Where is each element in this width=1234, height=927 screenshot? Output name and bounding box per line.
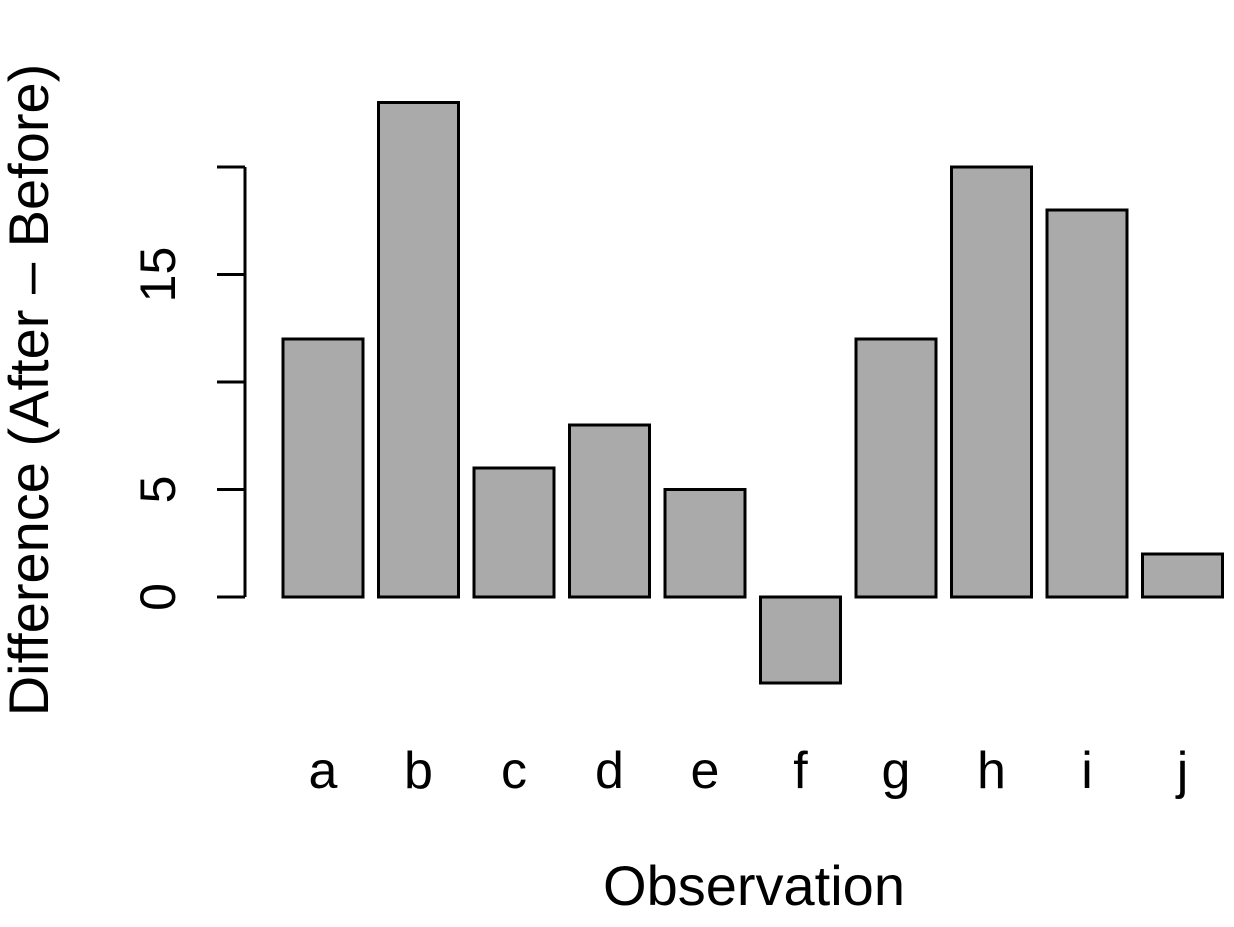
x-tick-label-e: e [691,742,720,800]
x-tick-label-b: b [404,742,433,800]
bar-i [1045,208,1129,599]
y-axis-title: Difference (After – Before) [0,64,60,717]
y-tick-label-0: 0 [130,583,186,611]
bar-a [281,337,365,599]
x-tick-label-j: j [1175,742,1189,800]
x-tick-label-a: a [309,742,338,800]
y-axis: 0 5 15 [130,165,247,611]
bars-layer [281,101,1224,685]
bar-f [759,595,842,685]
bar-b [377,101,460,599]
x-tick-label-g: g [882,742,911,800]
x-tick-label-d: d [595,742,624,800]
bar-j [1141,552,1224,599]
bar-e [663,488,747,599]
y-tick-label-5: 5 [130,476,186,504]
x-axis-labels: a b c d e f g h i j [309,742,1189,800]
bar-g [854,337,938,599]
y-tick-label-15: 15 [130,247,186,303]
x-axis-title: Observation [603,854,905,917]
x-tick-label-h: h [977,742,1006,800]
x-tick-label-f: f [793,742,808,800]
bar-d [568,423,651,599]
bar-c [472,466,556,599]
x-tick-label-c: c [501,742,527,800]
x-tick-label-i: i [1081,742,1093,800]
bar-h [950,165,1033,599]
